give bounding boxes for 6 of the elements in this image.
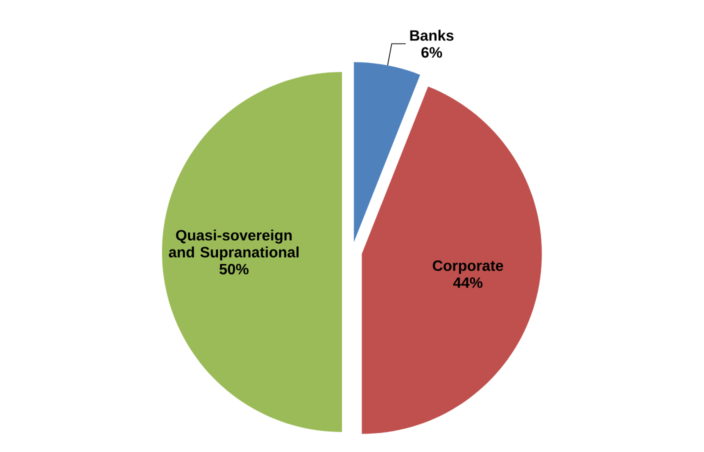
data-label: 50%: [220, 264, 249, 274]
data-label: 6%: [421, 47, 442, 58]
slice-label: Corporate: [432, 260, 504, 274]
slice-label: Quasi-sovereign and Supranational: [168, 230, 299, 260]
data-label: 44%: [453, 277, 482, 288]
slice-label: Banks: [410, 30, 454, 41]
